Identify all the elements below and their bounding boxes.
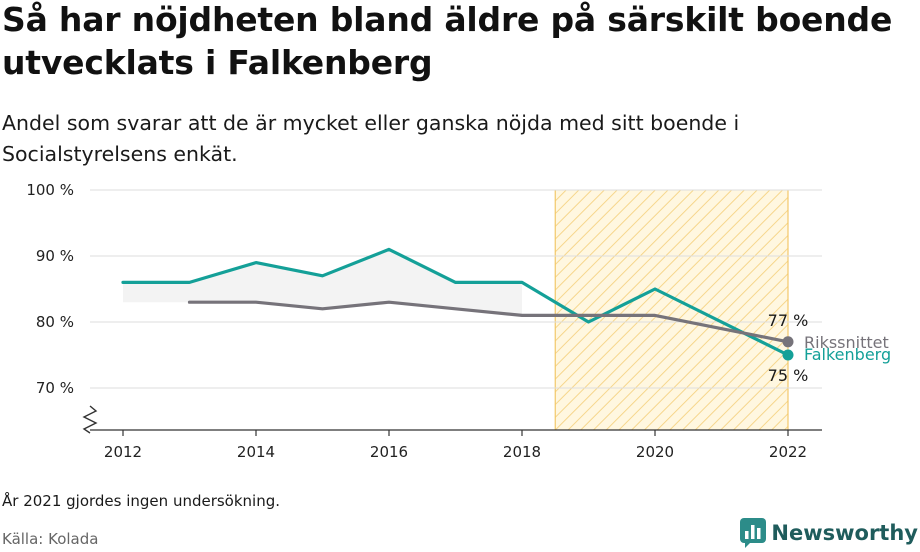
axis-break-icon: [82, 405, 98, 434]
x-tick-label: 2018: [503, 443, 541, 461]
series-label-falkenberg: Falkenberg: [804, 345, 891, 364]
value-label-falkenberg: 75 %: [768, 366, 809, 385]
newsworthy-logo: Newsworthy: [740, 518, 918, 548]
value-label-rikssnittet: 77 %: [768, 311, 809, 330]
y-tick-label: 100 %: [26, 181, 74, 199]
series-line-falkenberg: [121, 247, 790, 357]
chart-title: Så har nöjdheten bland äldre på särskilt…: [2, 0, 893, 82]
x-tick-label: 2014: [237, 443, 275, 461]
series-endpoint-falkenberg: [782, 349, 794, 361]
x-tick-label: 2016: [370, 443, 408, 461]
brand-name: Newsworthy: [771, 521, 918, 545]
y-tick-label: 80 %: [36, 313, 74, 331]
y-tick-label: 70 %: [36, 379, 74, 397]
x-tick-label: 2020: [636, 443, 674, 461]
highlight-period: [555, 190, 788, 430]
gap-area: [123, 249, 522, 316]
footnote: År 2021 gjordes ingen undersökning.: [2, 492, 281, 510]
source-credit: Källa: Kolada: [2, 530, 99, 548]
y-tick-label: 90 %: [36, 247, 74, 265]
line-chart: 70 % 80 % 90 % 100 % 2012 2014 2016 2018 2020 20…: [26, 181, 891, 461]
chart-bubble-icon: [740, 518, 767, 548]
chart-subtitle: Andel som svarar att de är mycket eller …: [2, 111, 740, 166]
series-line-rikssnittet: [187, 300, 790, 344]
x-tick-label: 2012: [104, 443, 142, 461]
series-label-rikssnittet: Rikssnittet: [804, 333, 889, 352]
series-endpoint-rikssnittet: [782, 336, 794, 348]
x-tick-label: 2022: [769, 443, 807, 461]
